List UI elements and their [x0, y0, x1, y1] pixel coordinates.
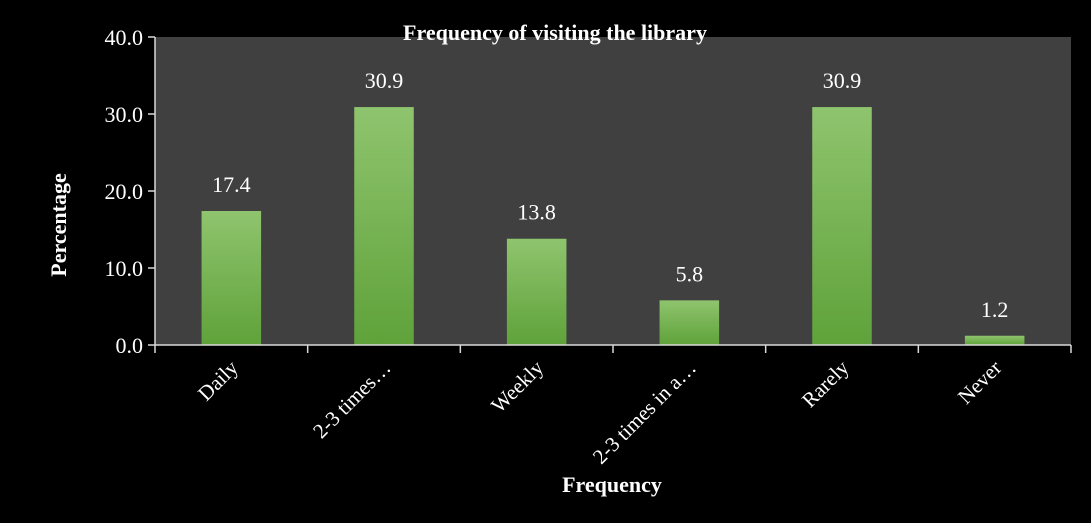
x-axis-title: Frequency — [562, 472, 662, 497]
data-label: 1.2 — [981, 297, 1009, 322]
y-tick-label: 10.0 — [105, 256, 144, 281]
data-label: 30.9 — [365, 68, 404, 93]
data-label: 30.9 — [823, 68, 862, 93]
data-label: 13.8 — [517, 200, 556, 225]
y-tick-label: 30.0 — [105, 102, 144, 127]
bar — [354, 107, 414, 345]
y-tick-label: 20.0 — [105, 179, 144, 204]
bar — [964, 335, 1025, 345]
data-label: 5.8 — [676, 261, 704, 286]
bar — [506, 238, 567, 345]
data-label: 17.4 — [212, 172, 251, 197]
bar — [812, 107, 872, 345]
y-tick-label: 40.0 — [105, 25, 144, 50]
bar — [659, 300, 720, 345]
bar — [201, 211, 262, 345]
y-tick-label: 0.0 — [116, 333, 144, 358]
chart-title: Frequency of visiting the library — [403, 20, 707, 45]
plot-area — [155, 37, 1071, 345]
y-axis-title: Percentage — [46, 173, 71, 277]
